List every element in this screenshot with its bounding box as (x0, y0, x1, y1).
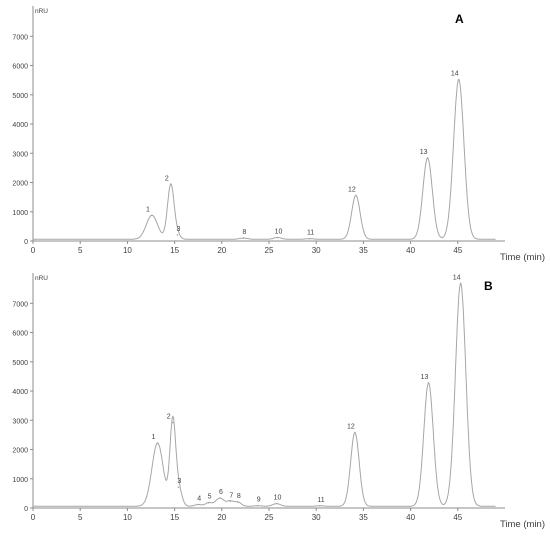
panel-a-chart: 0 1000 2000 3000 4000 5000 6000 7000 nRU 0 5 10 15 20… (12, 6, 545, 263)
peak-apex-point (355, 194, 357, 197)
peak-label: 11 (307, 230, 314, 237)
peak-apex-point (354, 431, 356, 434)
peak-label: 10 (275, 228, 283, 235)
peak-apex-point (427, 382, 430, 384)
peak-label: 1 (152, 434, 156, 441)
x-tick-label: 35 (359, 513, 368, 522)
peak-label: 4 (197, 495, 201, 502)
x-tick-label: 5 (78, 246, 83, 255)
peak-apex-point (156, 442, 159, 444)
x-tick-label: 15 (170, 246, 179, 255)
y-tick-label: 5000 (12, 360, 28, 367)
peak-label: 12 (348, 186, 356, 193)
peak-apex-point (219, 497, 221, 499)
x-tick-label: 20 (217, 513, 226, 522)
peak-label: 6 (219, 489, 223, 496)
chromatogram-trace (33, 282, 496, 507)
peak-apex-point (276, 236, 279, 239)
peak-label: 1 (146, 206, 150, 213)
x-tick-label: 0 (31, 513, 36, 522)
peak-apex-point (207, 501, 210, 504)
x-tick-label: 30 (312, 246, 321, 255)
peak-label: 12 (347, 424, 355, 431)
y-tick-label: 2000 (12, 181, 28, 188)
peak-apex-point (242, 237, 245, 239)
peak-apex-point (197, 503, 199, 506)
panel-label: B (484, 279, 493, 293)
y-tick-label: 3000 (12, 418, 28, 425)
peak-apex-point (151, 214, 153, 217)
x-tick-label: 0 (31, 246, 36, 255)
peak-label: 5 (208, 494, 212, 501)
peak-label: 8 (237, 493, 241, 500)
y-tick-label: 1000 (12, 210, 28, 217)
peak-label: 2 (165, 175, 169, 182)
peak-apex-point (171, 421, 174, 424)
x-tick-label: 30 (312, 513, 321, 522)
y-unit-label: nRU (35, 8, 48, 15)
x-tick-label: 35 (359, 246, 368, 255)
peak-apex-point (256, 504, 259, 507)
y-tick-label: 7000 (12, 301, 28, 308)
y-tick-label: 4000 (12, 389, 28, 396)
peak-label: 3 (177, 478, 181, 485)
y-tick-label: 5000 (12, 93, 28, 100)
y-tick-label: 4000 (12, 122, 28, 129)
y-tick-label: 1000 (12, 477, 28, 484)
y-tick-label: 6000 (12, 331, 28, 338)
x-tick-label: 45 (453, 246, 462, 255)
peak-apex-point (308, 237, 311, 240)
peak-label: 11 (317, 497, 324, 504)
peak-label: 10 (274, 495, 282, 502)
y-tick-label: 2000 (12, 448, 28, 455)
peak-apex-point (459, 282, 462, 285)
y-unit-label: nRU (35, 275, 48, 282)
peak-apex-point (426, 157, 429, 159)
peak-apex-point (319, 505, 321, 507)
x-tick-label: 20 (217, 246, 226, 255)
peak-label: 14 (451, 71, 459, 78)
panel-label: A (455, 12, 464, 26)
y-tick-label: 6000 (12, 64, 28, 71)
x-tick-label: 25 (265, 513, 274, 522)
peak-apex-point (177, 486, 180, 489)
peak-label: 7 (229, 492, 233, 499)
peak-apex-point (457, 78, 460, 81)
x-tick-label: 10 (123, 246, 132, 255)
chromatogram-trace (33, 78, 496, 240)
x-tick-label: 40 (406, 246, 415, 255)
peak-apex-point (176, 234, 179, 236)
peak-apex-point (170, 183, 172, 186)
peak-label: 13 (421, 374, 429, 381)
x-tick-label: 15 (170, 513, 179, 522)
x-axis-label: Time (min) (500, 252, 545, 263)
x-tick-label: 40 (406, 513, 415, 522)
peak-apex-point (237, 501, 239, 503)
peak-apex-point (229, 500, 232, 503)
peak-label: 9 (257, 497, 261, 504)
peak-label: 14 (453, 274, 461, 281)
x-tick-label: 10 (123, 513, 132, 522)
peak-label: 8 (243, 229, 247, 236)
x-tick-label: 45 (453, 513, 462, 522)
x-axis-label: Time (min) (500, 519, 545, 530)
y-tick-label: 7000 (12, 34, 28, 41)
peak-label: 13 (420, 149, 428, 156)
x-tick-label: 25 (265, 246, 274, 255)
x-tick-label: 5 (78, 513, 83, 522)
y-tick-label: 0 (24, 506, 28, 513)
y-tick-label: 3000 (12, 151, 28, 158)
peak-label: 3 (176, 226, 180, 233)
y-tick-label: 0 (24, 239, 28, 246)
peak-label: 2 (167, 414, 171, 421)
peak-apex-point (275, 502, 278, 505)
